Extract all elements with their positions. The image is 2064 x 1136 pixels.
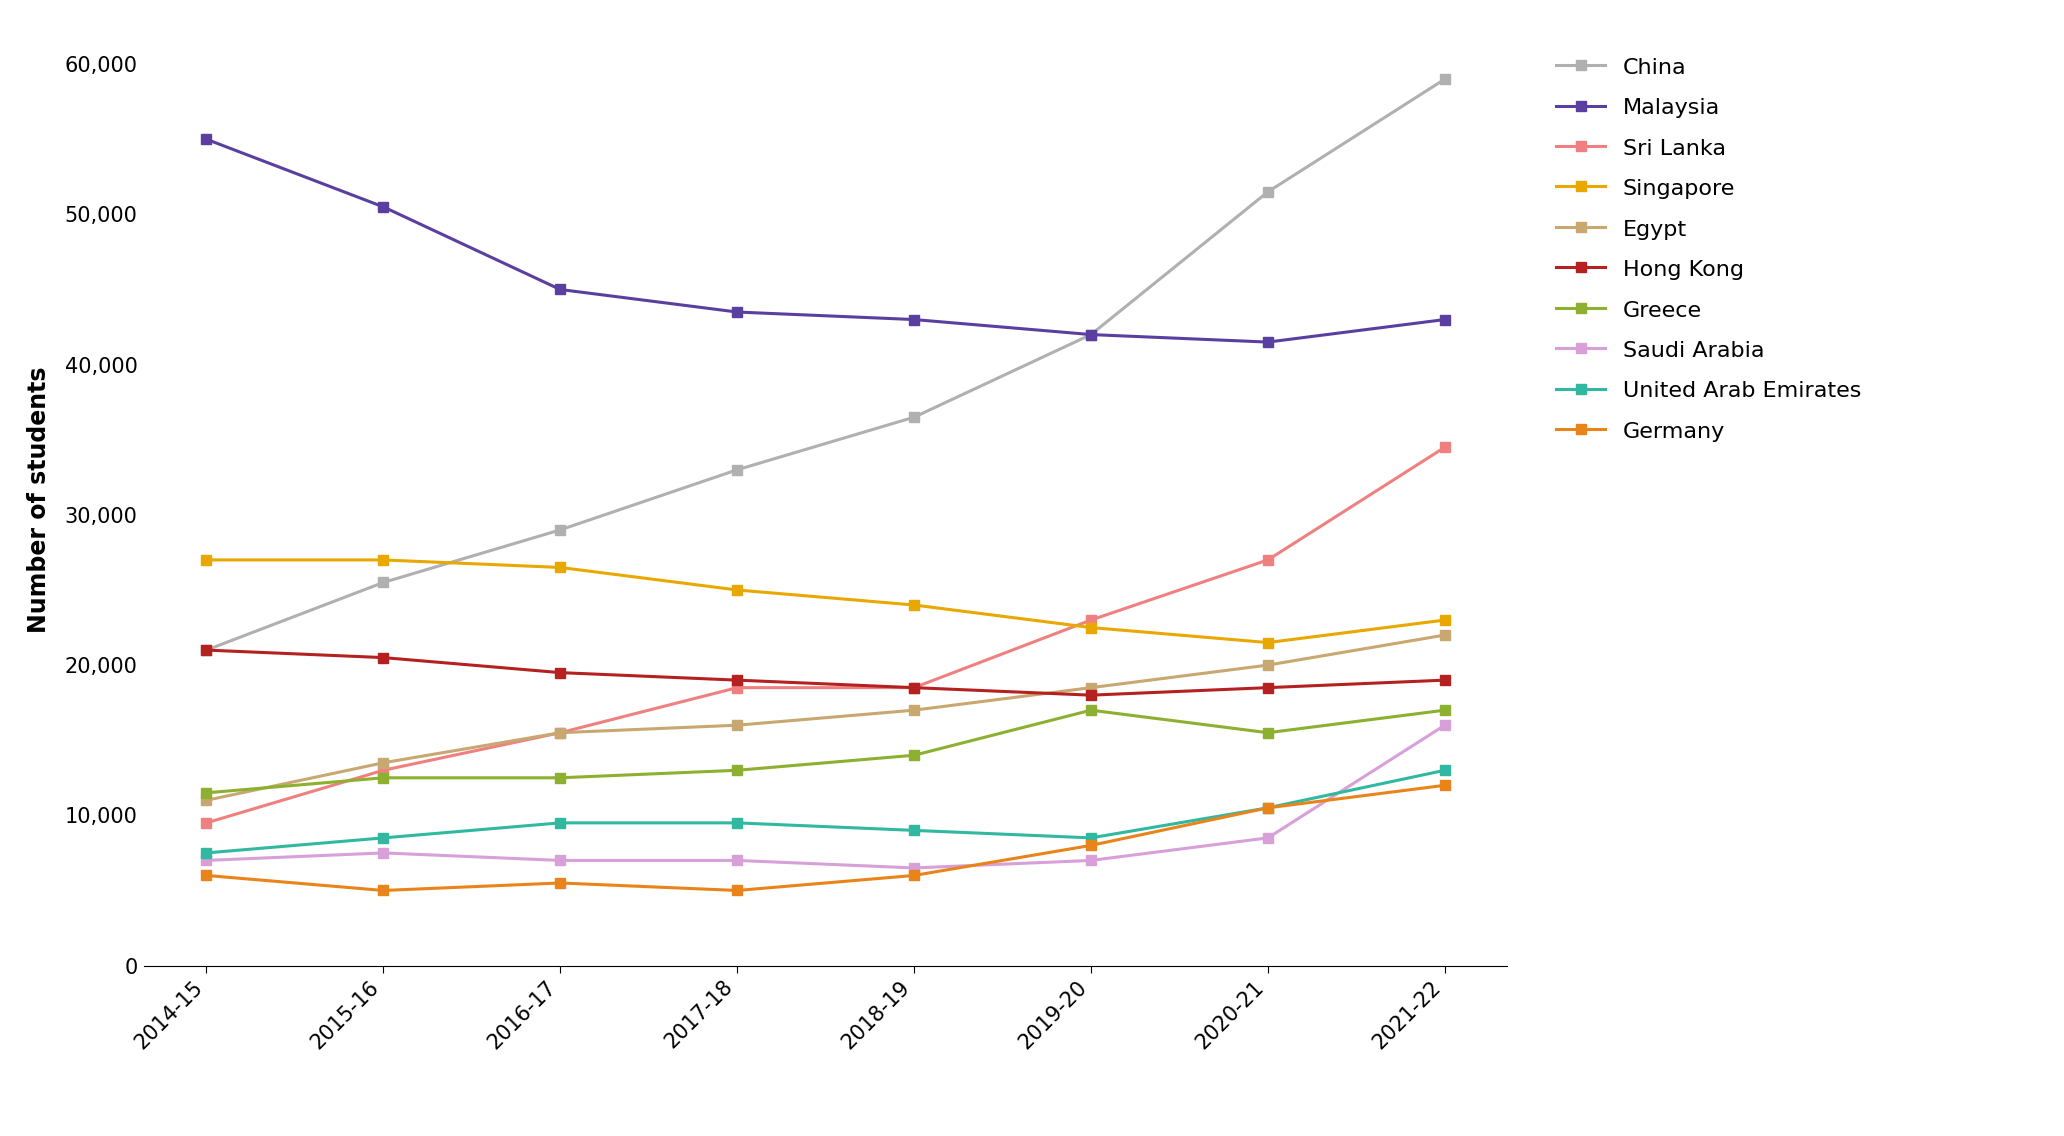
Malaysia (1079, 328, 1104, 342)
Germany (1255, 801, 1280, 815)
Egypt (724, 718, 749, 732)
Greece (194, 786, 219, 800)
United Arab Emirates (372, 832, 396, 845)
Germany (372, 884, 396, 897)
Line: Sri Lanka: Sri Lanka (202, 442, 1449, 828)
United Arab Emirates (1079, 832, 1104, 845)
Line: Greece: Greece (202, 705, 1449, 797)
Saudi Arabia (547, 853, 572, 867)
Malaysia (1432, 312, 1457, 326)
United Arab Emirates (547, 816, 572, 829)
Egypt (194, 794, 219, 808)
Hong Kong (194, 643, 219, 657)
Legend: China, Malaysia, Sri Lanka, Singapore, Egypt, Hong Kong, Greece, Saudi Arabia, U: China, Malaysia, Sri Lanka, Singapore, E… (1546, 45, 1872, 453)
Malaysia (724, 306, 749, 319)
Egypt (1255, 658, 1280, 671)
Sri Lanka (372, 763, 396, 777)
China (1255, 185, 1280, 199)
Germany (547, 876, 572, 889)
Malaysia (1255, 335, 1280, 349)
Singapore (1079, 620, 1104, 634)
Saudi Arabia (724, 853, 749, 867)
United Arab Emirates (902, 824, 927, 837)
China (1432, 73, 1457, 86)
Sri Lanka (547, 726, 572, 740)
Hong Kong (1255, 680, 1280, 694)
Sri Lanka (1079, 613, 1104, 627)
United Arab Emirates (194, 846, 219, 860)
Y-axis label: Number of students: Number of students (27, 367, 52, 633)
Egypt (372, 755, 396, 769)
Germany (1432, 778, 1457, 792)
China (724, 463, 749, 477)
China (1079, 328, 1104, 342)
Hong Kong (724, 674, 749, 687)
Singapore (547, 561, 572, 575)
Singapore (194, 553, 219, 567)
Hong Kong (1432, 674, 1457, 687)
China (372, 576, 396, 590)
China (194, 643, 219, 657)
Sri Lanka (1432, 441, 1457, 454)
Sri Lanka (724, 680, 749, 694)
Germany (194, 869, 219, 883)
Saudi Arabia (902, 861, 927, 875)
Sri Lanka (194, 816, 219, 829)
China (547, 523, 572, 536)
Germany (724, 884, 749, 897)
Greece (1255, 726, 1280, 740)
Egypt (1079, 680, 1104, 694)
Saudi Arabia (1432, 718, 1457, 732)
Malaysia (547, 283, 572, 296)
Greece (902, 749, 927, 762)
Greece (1432, 703, 1457, 717)
Line: Egypt: Egypt (202, 630, 1449, 805)
Malaysia (194, 133, 219, 147)
Hong Kong (547, 666, 572, 679)
Malaysia (372, 200, 396, 214)
China (902, 410, 927, 424)
Egypt (547, 726, 572, 740)
Singapore (724, 583, 749, 596)
United Arab Emirates (1255, 801, 1280, 815)
Line: Singapore: Singapore (202, 556, 1449, 648)
Saudi Arabia (372, 846, 396, 860)
Line: Germany: Germany (202, 780, 1449, 895)
Line: Malaysia: Malaysia (202, 134, 1449, 346)
Line: China: China (202, 74, 1449, 655)
Saudi Arabia (1255, 832, 1280, 845)
Hong Kong (902, 680, 927, 694)
United Arab Emirates (724, 816, 749, 829)
Line: Hong Kong: Hong Kong (202, 645, 1449, 700)
Singapore (1432, 613, 1457, 627)
Germany (902, 869, 927, 883)
Singapore (902, 599, 927, 612)
Hong Kong (1079, 688, 1104, 702)
Saudi Arabia (194, 853, 219, 867)
Greece (372, 771, 396, 785)
United Arab Emirates (1432, 763, 1457, 777)
Greece (724, 763, 749, 777)
Sri Lanka (1255, 553, 1280, 567)
Singapore (1255, 636, 1280, 650)
Hong Kong (372, 651, 396, 665)
Greece (547, 771, 572, 785)
Egypt (902, 703, 927, 717)
Saudi Arabia (1079, 853, 1104, 867)
Egypt (1432, 628, 1457, 642)
Malaysia (902, 312, 927, 326)
Sri Lanka (902, 680, 927, 694)
Line: United Arab Emirates: United Arab Emirates (202, 766, 1449, 858)
Line: Saudi Arabia: Saudi Arabia (202, 720, 1449, 872)
Germany (1079, 838, 1104, 852)
Singapore (372, 553, 396, 567)
Greece (1079, 703, 1104, 717)
